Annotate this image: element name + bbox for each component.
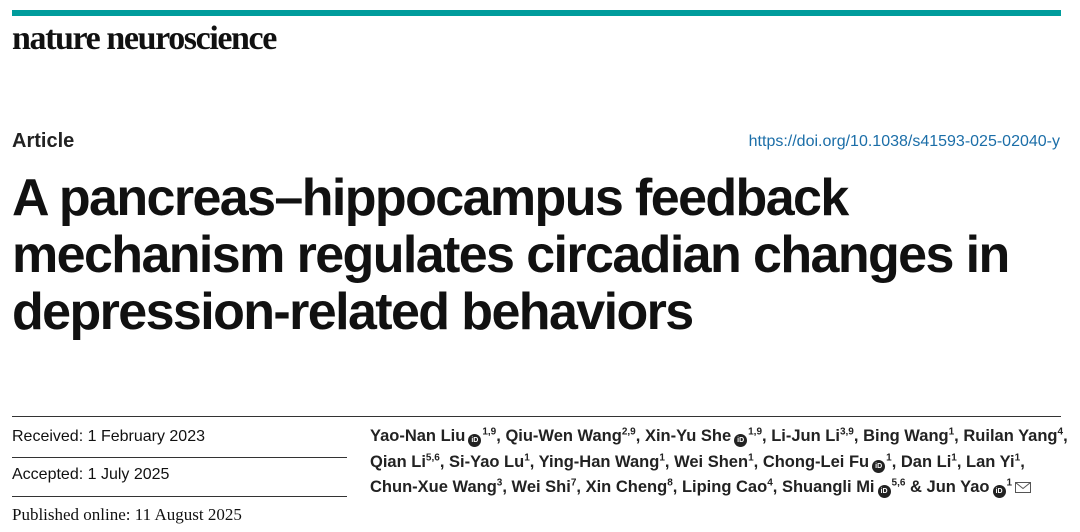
author[interactable]: Jun Yao iD1 — [926, 477, 1032, 498]
accepted-date: Accepted: 1 July 2025 — [12, 466, 170, 483]
author-affiliation: 1 — [659, 452, 665, 463]
title-line: depression-related behaviors — [12, 283, 694, 341]
author[interactable]: Si-Yao Lu1 — [449, 453, 530, 471]
article-type: Article — [12, 130, 75, 152]
author[interactable]: Ruilan Yang4 — [963, 427, 1063, 445]
author-name: Shuangli Mi — [781, 478, 875, 496]
orcid-icon[interactable]: iD — [468, 434, 482, 447]
author-affiliation: 1 — [948, 426, 955, 438]
date-divider — [12, 496, 347, 497]
author[interactable]: Qian Li5,6 — [370, 453, 440, 471]
orcid-icon[interactable]: iD — [734, 434, 748, 447]
author-list: Yao-Nan Liu iD1,9, Qiu-Wen Wang2,9, Xin-Y… — [370, 424, 1070, 501]
author-name: Liping Cao — [681, 478, 768, 496]
orcid-icon[interactable]: iD — [877, 485, 891, 498]
author-name: Bing Wang — [863, 427, 949, 445]
orcid-icon[interactable]: iD — [992, 485, 1006, 498]
author[interactable]: Wei Shi7 — [512, 478, 577, 496]
author[interactable]: Shuangli Mi iD5,6 — [781, 477, 906, 498]
author-name: Wei Shi — [511, 478, 571, 496]
author[interactable]: Yao-Nan Liu iD1,9 — [370, 426, 497, 447]
journal-name: nature neuroscience — [12, 20, 277, 57]
author-affiliation: 1 — [1014, 452, 1021, 463]
author-name: Dan Li — [900, 452, 952, 471]
author-affiliation: 5,6 — [425, 452, 440, 463]
author[interactable]: Chong-Lei Fu iD1 — [762, 452, 892, 473]
envelope-icon[interactable] — [1015, 482, 1032, 493]
author-name: Wei Shen — [674, 452, 749, 471]
author-name: Li-Jun Li — [771, 427, 840, 445]
author-separator: , — [1020, 452, 1025, 471]
author-affiliation: 1,9 — [482, 426, 497, 438]
author[interactable]: Xin Cheng8 — [586, 478, 673, 496]
orcid-icon[interactable]: iD — [872, 459, 886, 473]
author-separator: , — [496, 427, 501, 445]
author-name: Yao-Nan Liu — [370, 427, 466, 445]
author-separator: , — [1063, 427, 1068, 445]
author[interactable]: Xin-Yu She iD1,9 — [644, 426, 763, 447]
author-separator: , — [502, 478, 507, 496]
author-separator: , — [635, 427, 641, 445]
author-name: Lan Yi — [966, 452, 1015, 471]
author-separator: , — [853, 427, 859, 445]
author[interactable]: Ying-Han Wang1 — [539, 453, 665, 471]
author[interactable]: Qiu-Wen Wang2,9 — [505, 427, 635, 445]
author-separator: , — [439, 452, 445, 471]
author-separator: & — [905, 478, 922, 496]
author-separator: , — [954, 427, 959, 445]
published-date: Published online: 11 August 2025 — [12, 505, 242, 524]
author-name: Qiu-Wen Wang — [505, 427, 622, 445]
author[interactable]: Li-Jun Li3,9 — [771, 427, 854, 445]
author[interactable]: Bing Wang1 — [863, 427, 954, 445]
author-separator: , — [529, 452, 535, 471]
author-affiliation: 4 — [767, 477, 773, 489]
author-separator: , — [576, 478, 581, 496]
author-separator: , — [772, 478, 778, 496]
author[interactable]: Lan Yi1 — [966, 453, 1020, 471]
author-name: Xin Cheng — [585, 478, 668, 496]
author-affiliation: 1 — [886, 452, 892, 463]
author-affiliation: 1 — [748, 452, 754, 463]
received-date: Received: 1 February 2023 — [12, 428, 205, 445]
article-title: A pancreas–hippocampus feedback mechanis… — [12, 170, 1072, 341]
date-divider — [12, 457, 347, 458]
author-affiliation: 7 — [570, 477, 577, 489]
author-name: Chun-Xue Wang — [370, 478, 497, 496]
author-affiliation: 5,6 — [891, 477, 906, 489]
author-name: Xin-Yu She — [644, 427, 732, 445]
author-name: Jun Yao — [926, 478, 990, 496]
author-separator: , — [762, 427, 767, 445]
author[interactable]: Chun-Xue Wang3 — [370, 478, 502, 496]
author-separator: , — [672, 478, 678, 496]
author-affiliation: 1,9 — [748, 426, 763, 438]
author-affiliation: 8 — [667, 477, 673, 489]
author-affiliation: 3,9 — [839, 426, 854, 438]
author-name: Ying-Han Wang — [538, 452, 660, 471]
author-affiliation: 2,9 — [621, 426, 636, 438]
meta-top-rule — [12, 416, 1061, 417]
author-separator: , — [664, 452, 670, 471]
author[interactable]: Dan Li1 — [901, 453, 957, 471]
author-affiliation: 4 — [1057, 426, 1064, 438]
doi-link[interactable]: https://doi.org/10.1038/s41593-025-02040… — [748, 133, 1060, 150]
author-affiliation: 1 — [524, 452, 530, 463]
author-affiliation: 3 — [496, 477, 503, 489]
journal-header-rule — [12, 10, 1061, 16]
author-affiliation: 1 — [1006, 477, 1013, 489]
author[interactable]: Wei Shen1 — [674, 453, 754, 471]
author-name: Qian Li — [370, 452, 426, 471]
author-separator: , — [956, 452, 962, 471]
author-affiliation: 1 — [951, 452, 957, 463]
title-line: mechanism regulates circadian changes in — [12, 226, 1010, 284]
author-name: Chong-Lei Fu — [762, 452, 870, 471]
author[interactable]: Liping Cao4 — [682, 478, 773, 496]
author-name: Ruilan Yang — [963, 427, 1058, 445]
title-line: A pancreas–hippocampus feedback — [12, 169, 849, 227]
author-separator: , — [891, 452, 897, 471]
author-separator: , — [753, 452, 759, 471]
author-name: Si-Yao Lu — [449, 452, 525, 471]
